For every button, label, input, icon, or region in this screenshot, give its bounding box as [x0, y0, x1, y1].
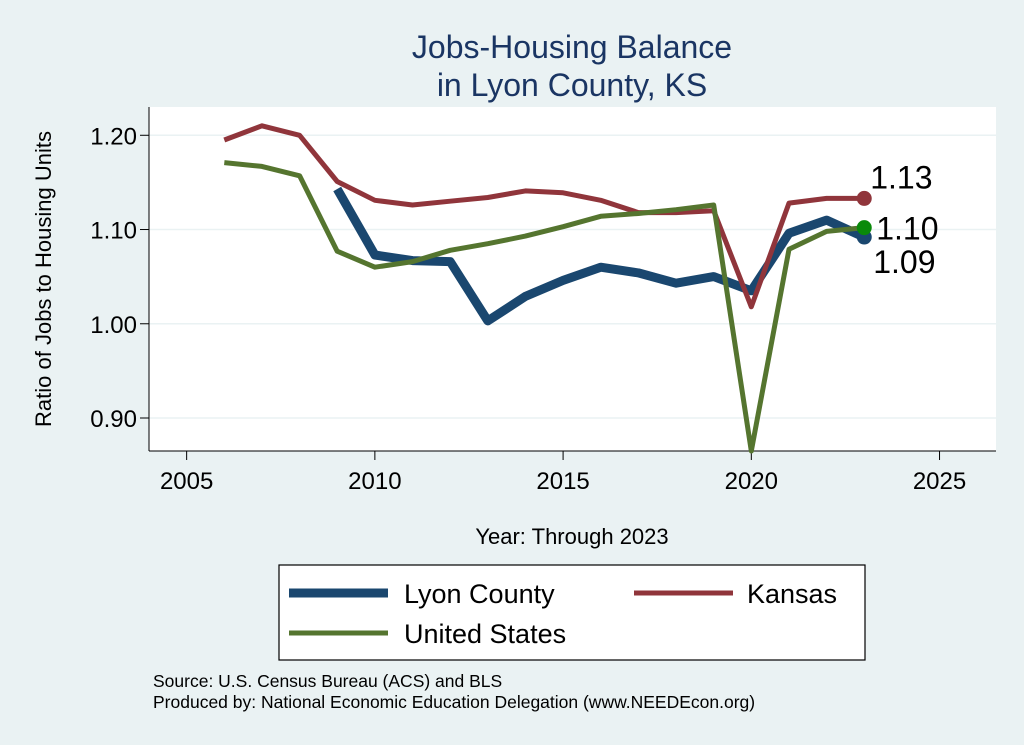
series-lines: [223, 123, 867, 454]
x-tick-label: 2010: [348, 468, 401, 495]
y-tick-label: 1.10: [90, 218, 137, 245]
series-line-lyon-county: [333, 186, 867, 326]
legend-box: [278, 564, 866, 661]
x-tick-label: 2015: [536, 468, 589, 495]
end-markers: 1.09 1.13 1.10: [856, 159, 939, 280]
series-line-united-states: [224, 160, 865, 454]
legend: Lyon County Kansas United States: [278, 564, 866, 661]
series-line-kansas: [223, 123, 865, 310]
x-axis-title: Year: Through 2023: [475, 524, 668, 549]
end-marker-kansas: [856, 190, 872, 206]
y-axis-title: Ratio of Jobs to Housing Units: [31, 131, 56, 427]
end-label-kansas: 1.13: [870, 159, 932, 195]
x-ticks: 2005 2010 2015 2020 2025: [160, 451, 966, 495]
end-label-united-states: 1.10: [876, 211, 938, 247]
produced-by-note: Produced by: National Economic Education…: [153, 692, 755, 712]
y-ticks: 0.90 1.00 1.10 1.20: [90, 123, 149, 433]
y-tick-label: 1.20: [90, 123, 137, 150]
legend-label-kansas: Kansas: [747, 579, 837, 609]
axes: [148, 107, 996, 452]
y-tick-label: 0.90: [90, 406, 137, 433]
y-tick-label: 1.00: [90, 312, 137, 339]
x-tick-label: 2005: [160, 468, 213, 495]
source-note: Source: U.S. Census Bureau (ACS) and BLS: [153, 671, 502, 691]
x-tick-label: 2025: [913, 468, 966, 495]
legend-label-lyon-county: Lyon County: [404, 579, 555, 609]
legend-label-united-states: United States: [404, 619, 566, 649]
end-label-lyon-county: 1.09: [873, 244, 935, 280]
end-marker-united-states: [856, 220, 872, 236]
chart-title-line-2: in Lyon County, KS: [437, 67, 707, 103]
chart-title-line-1: Jobs-Housing Balance: [412, 29, 732, 65]
x-tick-label: 2020: [725, 468, 778, 495]
